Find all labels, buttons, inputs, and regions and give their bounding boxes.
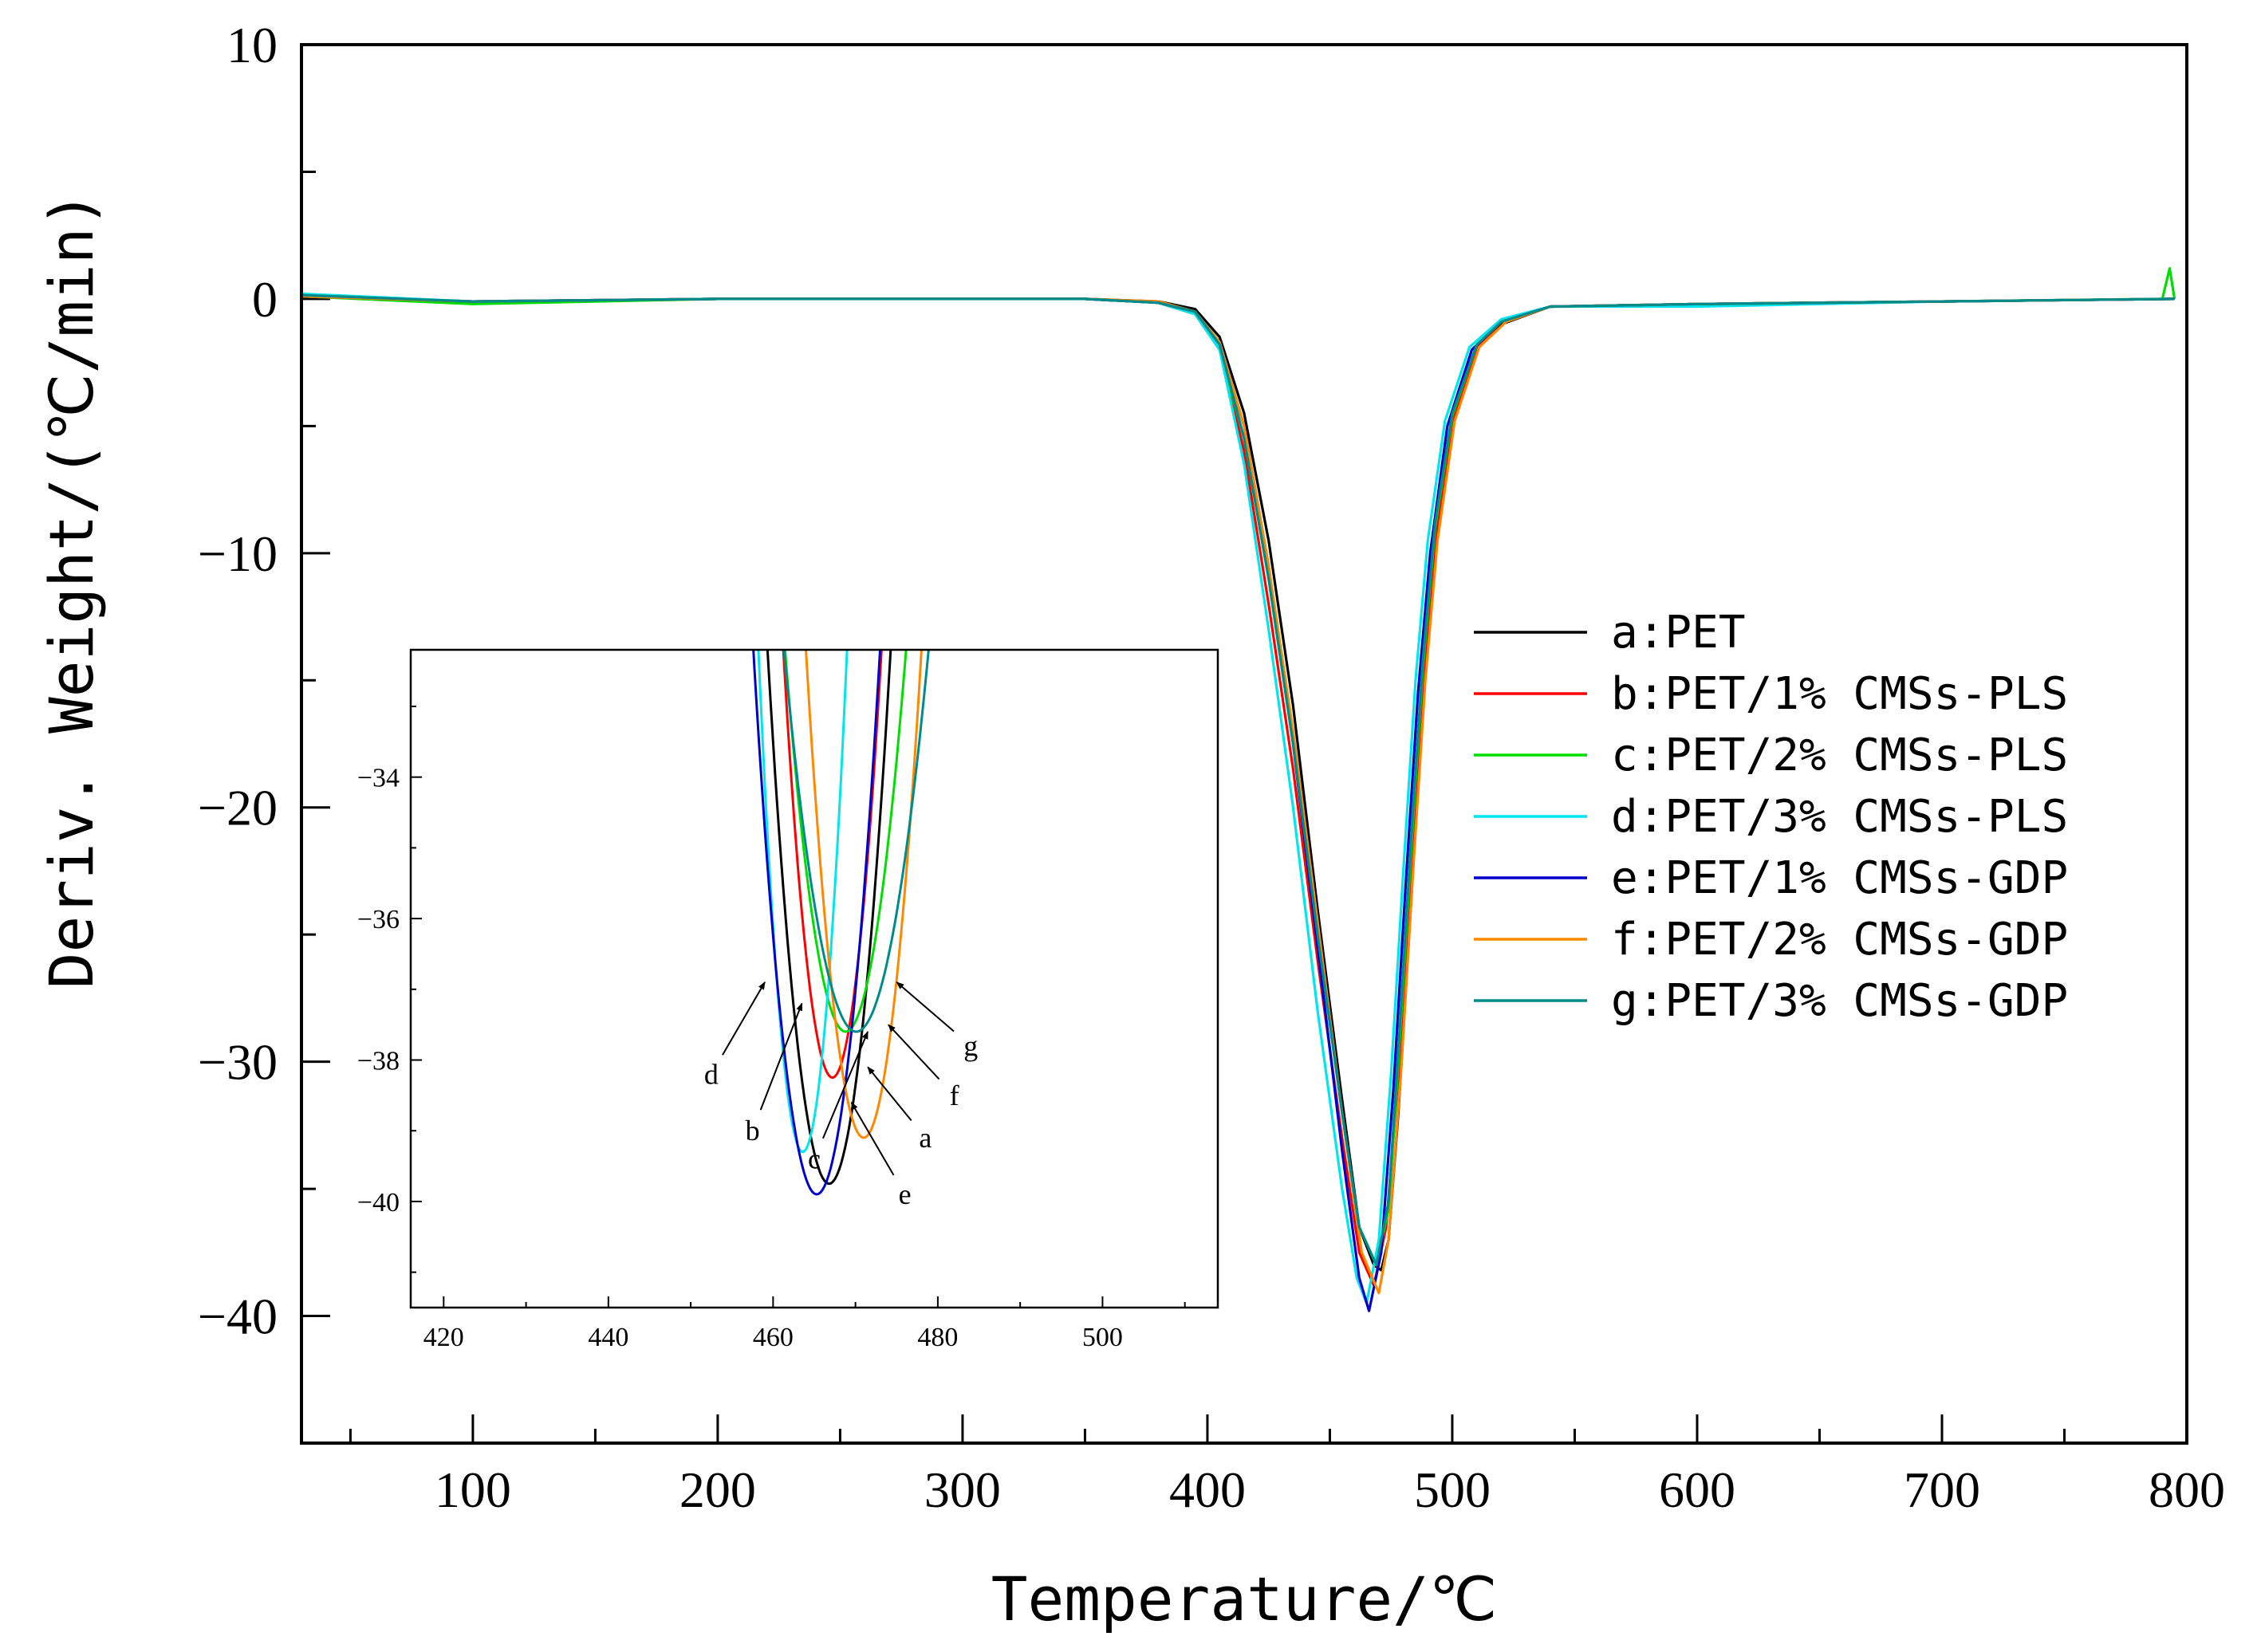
inset-frame (409, 648, 1219, 1309)
inset-arrow-e (850, 1101, 895, 1176)
inset-tick-labels: 420 440 460 480 500 −34 −36 −38 −40 (357, 764, 1123, 1352)
inset-curve-e (752, 650, 882, 1196)
x-tick-label: 200 (679, 1461, 756, 1518)
inset-y-tick-label: −36 (357, 905, 400, 934)
inset-label-b: b (746, 1115, 760, 1147)
inset-y-tick-label: −34 (357, 764, 400, 793)
inset-x-tick-label: 480 (917, 1323, 958, 1352)
inset-tick-marks (411, 705, 1186, 1308)
inset-curve-d (757, 650, 849, 1154)
inset-label-e: e (899, 1178, 912, 1210)
y-tick-label: −20 (198, 780, 278, 836)
inset-series (752, 650, 930, 1196)
legend: a:PET b:PET/1% CMSs-PLS c:PET/2% CMSs-PLS d… (1474, 607, 2068, 1027)
x-tick-label: 700 (1904, 1461, 1980, 1518)
inset-arrow-a (867, 1066, 912, 1122)
inset-arrow-f (888, 1024, 940, 1080)
legend-label-d: d:PET/3% CMSs-PLS (1611, 791, 2068, 843)
legend-label-e: e:PET/1% CMSs-GDP (1611, 852, 2068, 904)
legend-label-g: g:PET/3% CMSs-GDP (1611, 975, 2068, 1027)
x-tick-label: 400 (1169, 1461, 1246, 1518)
legend-label-c: c:PET/2% CMSs-PLS (1611, 730, 2068, 781)
inset-x-tick-label: 440 (588, 1323, 628, 1352)
inset-label-a: a (919, 1122, 932, 1154)
inset-x-tick-label: 500 (1082, 1323, 1123, 1352)
inset-arrow-b (759, 1002, 803, 1111)
inset-y-tick-label: −40 (357, 1188, 400, 1217)
x-tick-label: 100 (435, 1461, 511, 1518)
y-tick-label: 10 (226, 17, 278, 73)
y-tick-label: 0 (252, 271, 278, 328)
inset-arrow-g (896, 981, 955, 1032)
main-series (301, 267, 2176, 1312)
inset-curve-f (804, 650, 923, 1139)
x-tick-label: 600 (1659, 1461, 1735, 1518)
inset-arrow-d (722, 981, 766, 1056)
y-tick-label: −30 (198, 1034, 278, 1091)
inset-label-f: f (950, 1080, 959, 1111)
inset-arrow-c (821, 1031, 869, 1139)
x-tick-label: 300 (924, 1461, 1001, 1518)
inset-label-g: g (963, 1030, 978, 1062)
y-tick-label: −10 (198, 525, 278, 582)
inset-label-c: c (808, 1143, 821, 1175)
inset-x-tick-label: 420 (423, 1323, 464, 1352)
inset-background (411, 650, 1218, 1308)
legend-label-b: b:PET/1% CMSs-PLS (1611, 668, 2068, 720)
x-axis-title: Temperature/℃ (991, 1564, 1497, 1634)
plot-frame (300, 43, 2188, 1445)
inset-label-d: d (704, 1058, 719, 1090)
series-line-g (301, 293, 2175, 1267)
inset-y-tick-label: −38 (357, 1047, 400, 1076)
inset-curve-a (766, 650, 892, 1186)
inset-curve-g (782, 650, 930, 1033)
y-tick-label: −40 (198, 1288, 278, 1345)
x-tick-label: 500 (1414, 1461, 1491, 1518)
legend-label-a: a:PET (1611, 607, 1746, 659)
main-tick-marks (301, 43, 2188, 1443)
y-axis-title: Deriv. Weight/(℃/min) (36, 191, 107, 989)
inset-x-tick-label: 460 (753, 1323, 794, 1352)
inset-curve-c (783, 650, 908, 1033)
legend-label-f: f:PET/2% CMSs-GDP (1611, 914, 2068, 966)
x-tick-label: 800 (2149, 1461, 2225, 1518)
